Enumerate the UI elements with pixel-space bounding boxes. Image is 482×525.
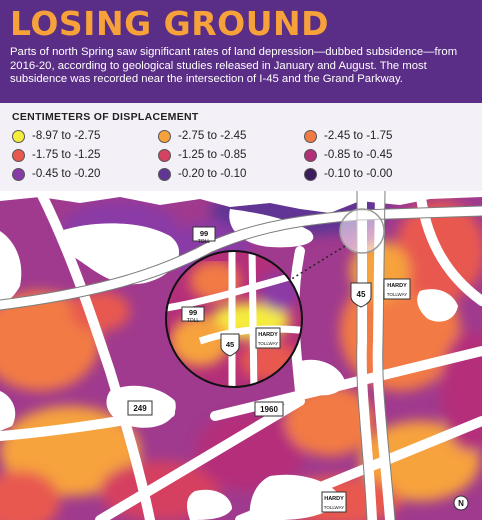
legend-item: -2.45 to -1.75 <box>304 129 450 143</box>
svg-text:N: N <box>458 499 464 508</box>
legend-swatch <box>12 148 25 162</box>
interstate-45-inset-shield: 45 <box>220 333 240 357</box>
svg-text:99: 99 <box>200 229 208 238</box>
legend-grid: -8.97 to -2.75 -2.75 to -2.45 -2.45 to -… <box>12 129 476 181</box>
svg-text:1960: 1960 <box>260 405 278 414</box>
legend-swatch <box>12 129 25 143</box>
page-title: LOSING GROUND <box>10 4 330 43</box>
svg-text:HARDY: HARDY <box>324 496 344 502</box>
route-1960-shield: 1960 <box>254 401 284 417</box>
subsidence-map: 99 TOLL 99 TOLL 45 45 HARDY TOLLWAY <box>0 191 482 520</box>
legend-item: -8.97 to -2.75 <box>12 129 158 143</box>
legend-item: -0.20 to -0.10 <box>158 167 304 181</box>
legend-swatch <box>158 129 171 143</box>
legend-item: -1.75 to -1.25 <box>12 148 158 162</box>
svg-text:45: 45 <box>357 290 366 299</box>
hardy-toll-bottom-shield: HARDY TOLLWAY <box>321 491 347 513</box>
svg-text:249: 249 <box>133 404 147 413</box>
legend-label: -8.97 to -2.75 <box>32 130 101 142</box>
legend-label: -1.75 to -1.25 <box>32 149 101 161</box>
north-arrow-icon: N <box>453 495 469 511</box>
route-249-shield: 249 <box>127 400 153 416</box>
header-banner: LOSING GROUND Parts of north Spring saw … <box>0 0 482 103</box>
legend-item: -2.75 to -2.45 <box>158 129 304 143</box>
interstate-45-shield: 45 <box>350 282 372 308</box>
hardy-toll-shield: HARDY TOLLWAY <box>383 278 411 300</box>
toll-99-shield: 99 TOLL <box>192 226 216 245</box>
legend-swatch <box>12 167 25 181</box>
legend-title: CENTIMETERS OF DISPLACEMENT <box>12 111 199 123</box>
leader-line <box>284 245 346 284</box>
legend-swatch <box>158 167 171 181</box>
legend-label: -0.20 to -0.10 <box>178 168 247 180</box>
toll-99-inset-shield: 99 TOLL <box>181 306 205 324</box>
page-description: Parts of north Spring saw significant ra… <box>10 46 458 85</box>
svg-text:HARDY: HARDY <box>258 332 278 338</box>
legend-swatch <box>304 129 317 143</box>
legend-swatch <box>158 148 171 162</box>
legend-label: -0.10 to -0.00 <box>324 168 393 180</box>
hardy-toll-inset-shield: HARDY TOLLWAY <box>255 327 281 349</box>
legend-label: -0.85 to -0.45 <box>324 149 393 161</box>
hotspot-marker <box>339 208 385 254</box>
roads-outline <box>0 191 482 520</box>
legend-label: -2.75 to -2.45 <box>178 130 247 142</box>
legend-item: -0.10 to -0.00 <box>304 167 450 181</box>
svg-text:TOLL: TOLL <box>187 318 200 324</box>
legend-item: -1.25 to -0.85 <box>158 148 304 162</box>
legend: CENTIMETERS OF DISPLACEMENT -8.97 to -2.… <box>0 103 482 191</box>
legend-label: -0.45 to -0.20 <box>32 168 101 180</box>
map-svg: 99 TOLL 99 TOLL 45 45 HARDY TOLLWAY <box>0 191 482 520</box>
legend-swatch <box>304 148 317 162</box>
svg-text:TOLL: TOLL <box>198 239 211 245</box>
legend-label: -2.45 to -1.75 <box>324 130 393 142</box>
svg-text:TOLLWAY: TOLLWAY <box>324 505 345 510</box>
legend-label: -1.25 to -0.85 <box>178 149 247 161</box>
legend-item: -0.85 to -0.45 <box>304 148 450 162</box>
svg-text:HARDY: HARDY <box>387 283 407 289</box>
roads-casing <box>0 191 482 520</box>
svg-text:99: 99 <box>189 308 197 317</box>
svg-text:45: 45 <box>226 340 234 349</box>
legend-item: -0.45 to -0.20 <box>12 167 158 181</box>
legend-swatch <box>304 167 317 181</box>
svg-text:TOLLWAY: TOLLWAY <box>258 341 279 346</box>
svg-text:TOLLWAY: TOLLWAY <box>387 292 408 297</box>
